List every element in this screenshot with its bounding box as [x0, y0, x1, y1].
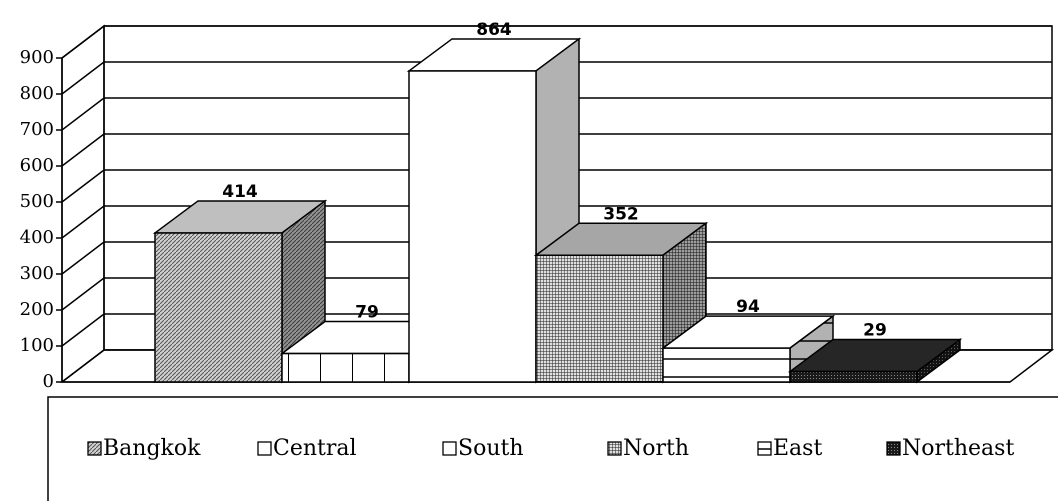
y-tick-label: 800: [20, 83, 54, 104]
legend-swatch: [607, 441, 622, 456]
legend-swatch: [886, 441, 901, 456]
y-tick-label: 900: [20, 47, 54, 68]
legend-swatch: [87, 441, 102, 456]
grid-line: [61, 241, 1052, 275]
value-label: 94: [736, 297, 760, 317]
legend-label: East: [773, 436, 822, 461]
y-tick-label: 500: [20, 191, 54, 212]
grid-line: [61, 133, 1052, 167]
value-label: 29: [863, 321, 887, 341]
y-tick-label: 600: [20, 155, 54, 176]
y-tick-label: 300: [20, 263, 54, 284]
y-tick-label: 400: [20, 227, 54, 248]
bar-front: [154, 232, 283, 383]
bar-front: [281, 352, 410, 383]
legend-swatch: [257, 441, 272, 456]
grid-line: [61, 205, 1052, 239]
grid-line: [61, 277, 1052, 311]
bar-front: [408, 70, 537, 383]
legend: Bangkok Central South North East Northeast: [47, 396, 1058, 501]
y-tick-label: 100: [20, 335, 54, 356]
legend-swatch: [757, 441, 772, 456]
y-tick-label: 700: [20, 119, 54, 140]
legend-label: Northeast: [902, 436, 1014, 461]
bar: [406, 37, 582, 384]
bar-front: [789, 370, 918, 383]
value-label: 414: [222, 182, 258, 202]
value-label: 352: [603, 204, 639, 224]
bars: 414 79 864 352 94 29: [152, 20, 963, 384]
y-tick-label: 200: [20, 299, 54, 320]
legend-label: Bangkok: [103, 436, 201, 461]
legend-label: South: [458, 436, 524, 461]
legend-label: Central: [273, 436, 357, 461]
grid-line: [61, 97, 1052, 131]
value-label: 79: [355, 303, 379, 323]
value-label: 864: [476, 20, 512, 40]
legend-frame: [47, 396, 1058, 501]
y-tick-label: 0: [43, 371, 54, 392]
grid-line: [61, 25, 1052, 59]
grid-line: [61, 61, 1052, 95]
legend-swatch: [442, 441, 457, 456]
grid-line: [61, 169, 1052, 203]
bar: [787, 338, 963, 384]
grid-line: [61, 313, 1052, 347]
legend-label: North: [623, 436, 689, 461]
side-wall: [61, 24, 105, 382]
bar-front: [662, 347, 791, 383]
bar-front: [535, 254, 664, 383]
